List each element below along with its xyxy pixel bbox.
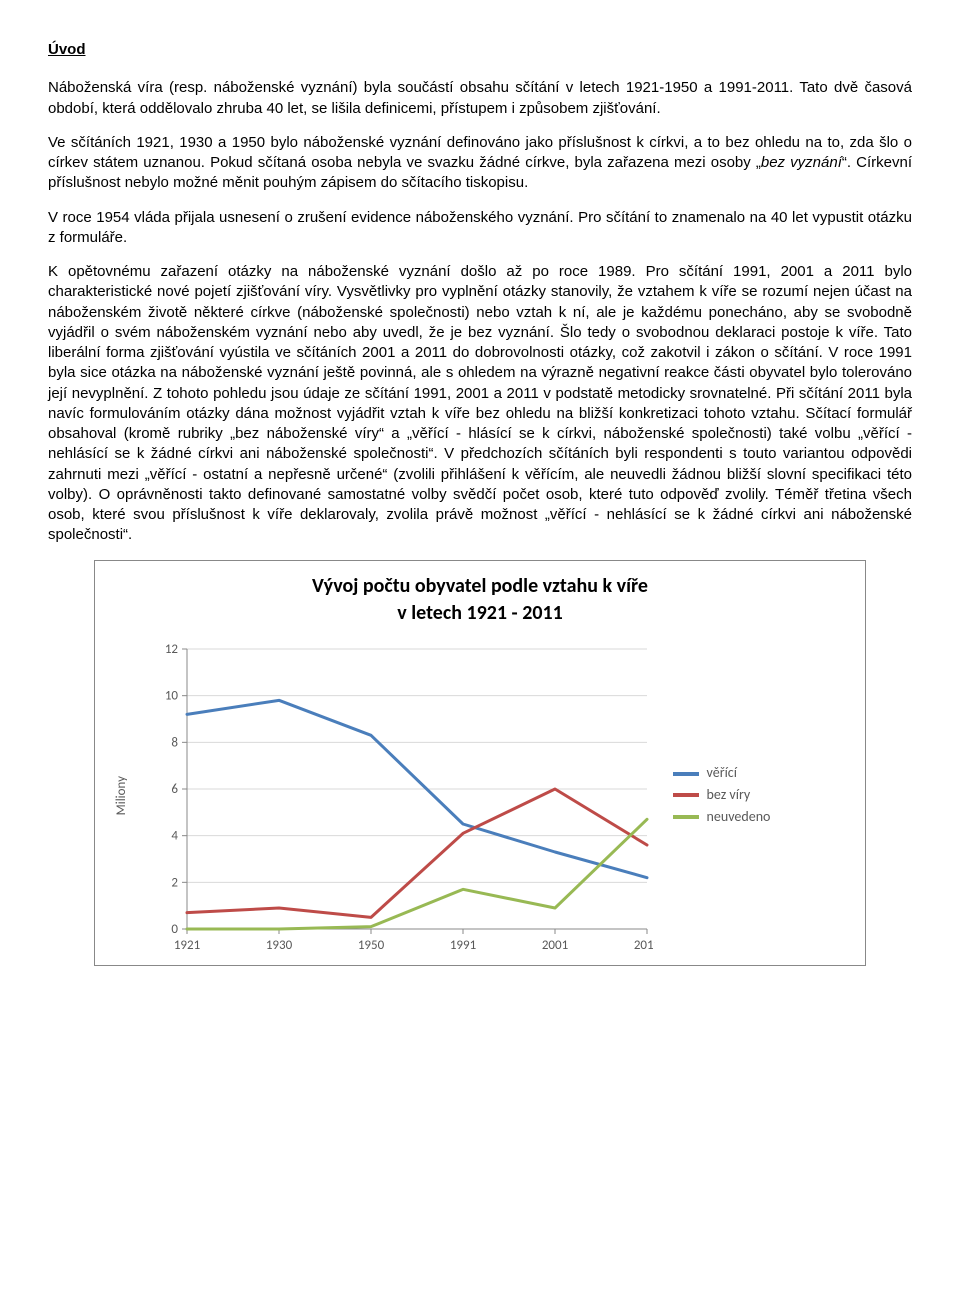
chart-title-line2: v letech 1921 - 2011 (397, 601, 562, 625)
svg-text:10: 10 (164, 688, 178, 703)
legend-label: bez víry (707, 786, 751, 805)
chart-title: Vývoj počtu obyvatel podle vztahu k víře… (113, 573, 847, 627)
legend-label: neuvedeno (707, 808, 771, 827)
chart-inner: Vývoj počtu obyvatel podle vztahu k víře… (95, 561, 865, 965)
svg-text:2001: 2001 (541, 938, 567, 953)
chart-container: Vývoj počtu obyvatel podle vztahu k víře… (94, 560, 866, 966)
y-axis-label: Miliony (113, 776, 131, 815)
legend-swatch (673, 815, 699, 819)
legend-swatch (673, 793, 699, 797)
svg-text:0: 0 (171, 922, 178, 937)
chart-body: Miliony 0 2 4 6 8 10 12 1921 1930 1950 1991 2001 201… (113, 635, 847, 957)
paragraph-2: Ve sčítáních 1921, 1930 a 1950 bylo nábo… (48, 133, 912, 194)
legend-item: neuvedeno (673, 808, 771, 827)
line-chart: 0 2 4 6 8 10 12 1921 1930 1950 1991 2001 2011 (149, 635, 655, 957)
chart-legend: věřící bez víry neuvedeno (673, 761, 771, 830)
svg-text:6: 6 (171, 782, 178, 797)
chart-title-line1: Vývoj počtu obyvatel podle vztahu k víře (312, 574, 648, 598)
paragraph-4: K opětovnému zařazení otázky na nábožens… (48, 262, 912, 546)
svg-text:4: 4 (171, 828, 178, 843)
document-page: Úvod Náboženská víra (resp. náboženské v… (0, 0, 960, 976)
svg-text:12: 12 (164, 642, 178, 657)
svg-text:8: 8 (171, 735, 178, 750)
paragraph-2-italic: bez vyznání (761, 154, 842, 171)
svg-text:1950: 1950 (357, 938, 384, 953)
legend-item: bez víry (673, 786, 771, 805)
legend-swatch (673, 772, 699, 776)
svg-text:1991: 1991 (449, 938, 475, 953)
section-heading: Úvod (48, 40, 912, 60)
paragraph-3: V roce 1954 vláda přijala usnesení o zru… (48, 208, 912, 249)
legend-item: věřící (673, 764, 771, 783)
svg-text:1930: 1930 (265, 938, 292, 953)
svg-text:2: 2 (171, 875, 178, 890)
paragraph-1: Náboženská víra (resp. náboženské vyznán… (48, 78, 912, 119)
svg-text:1921: 1921 (173, 938, 199, 953)
legend-label: věřící (707, 764, 737, 783)
svg-text:2011: 2011 (633, 938, 654, 953)
